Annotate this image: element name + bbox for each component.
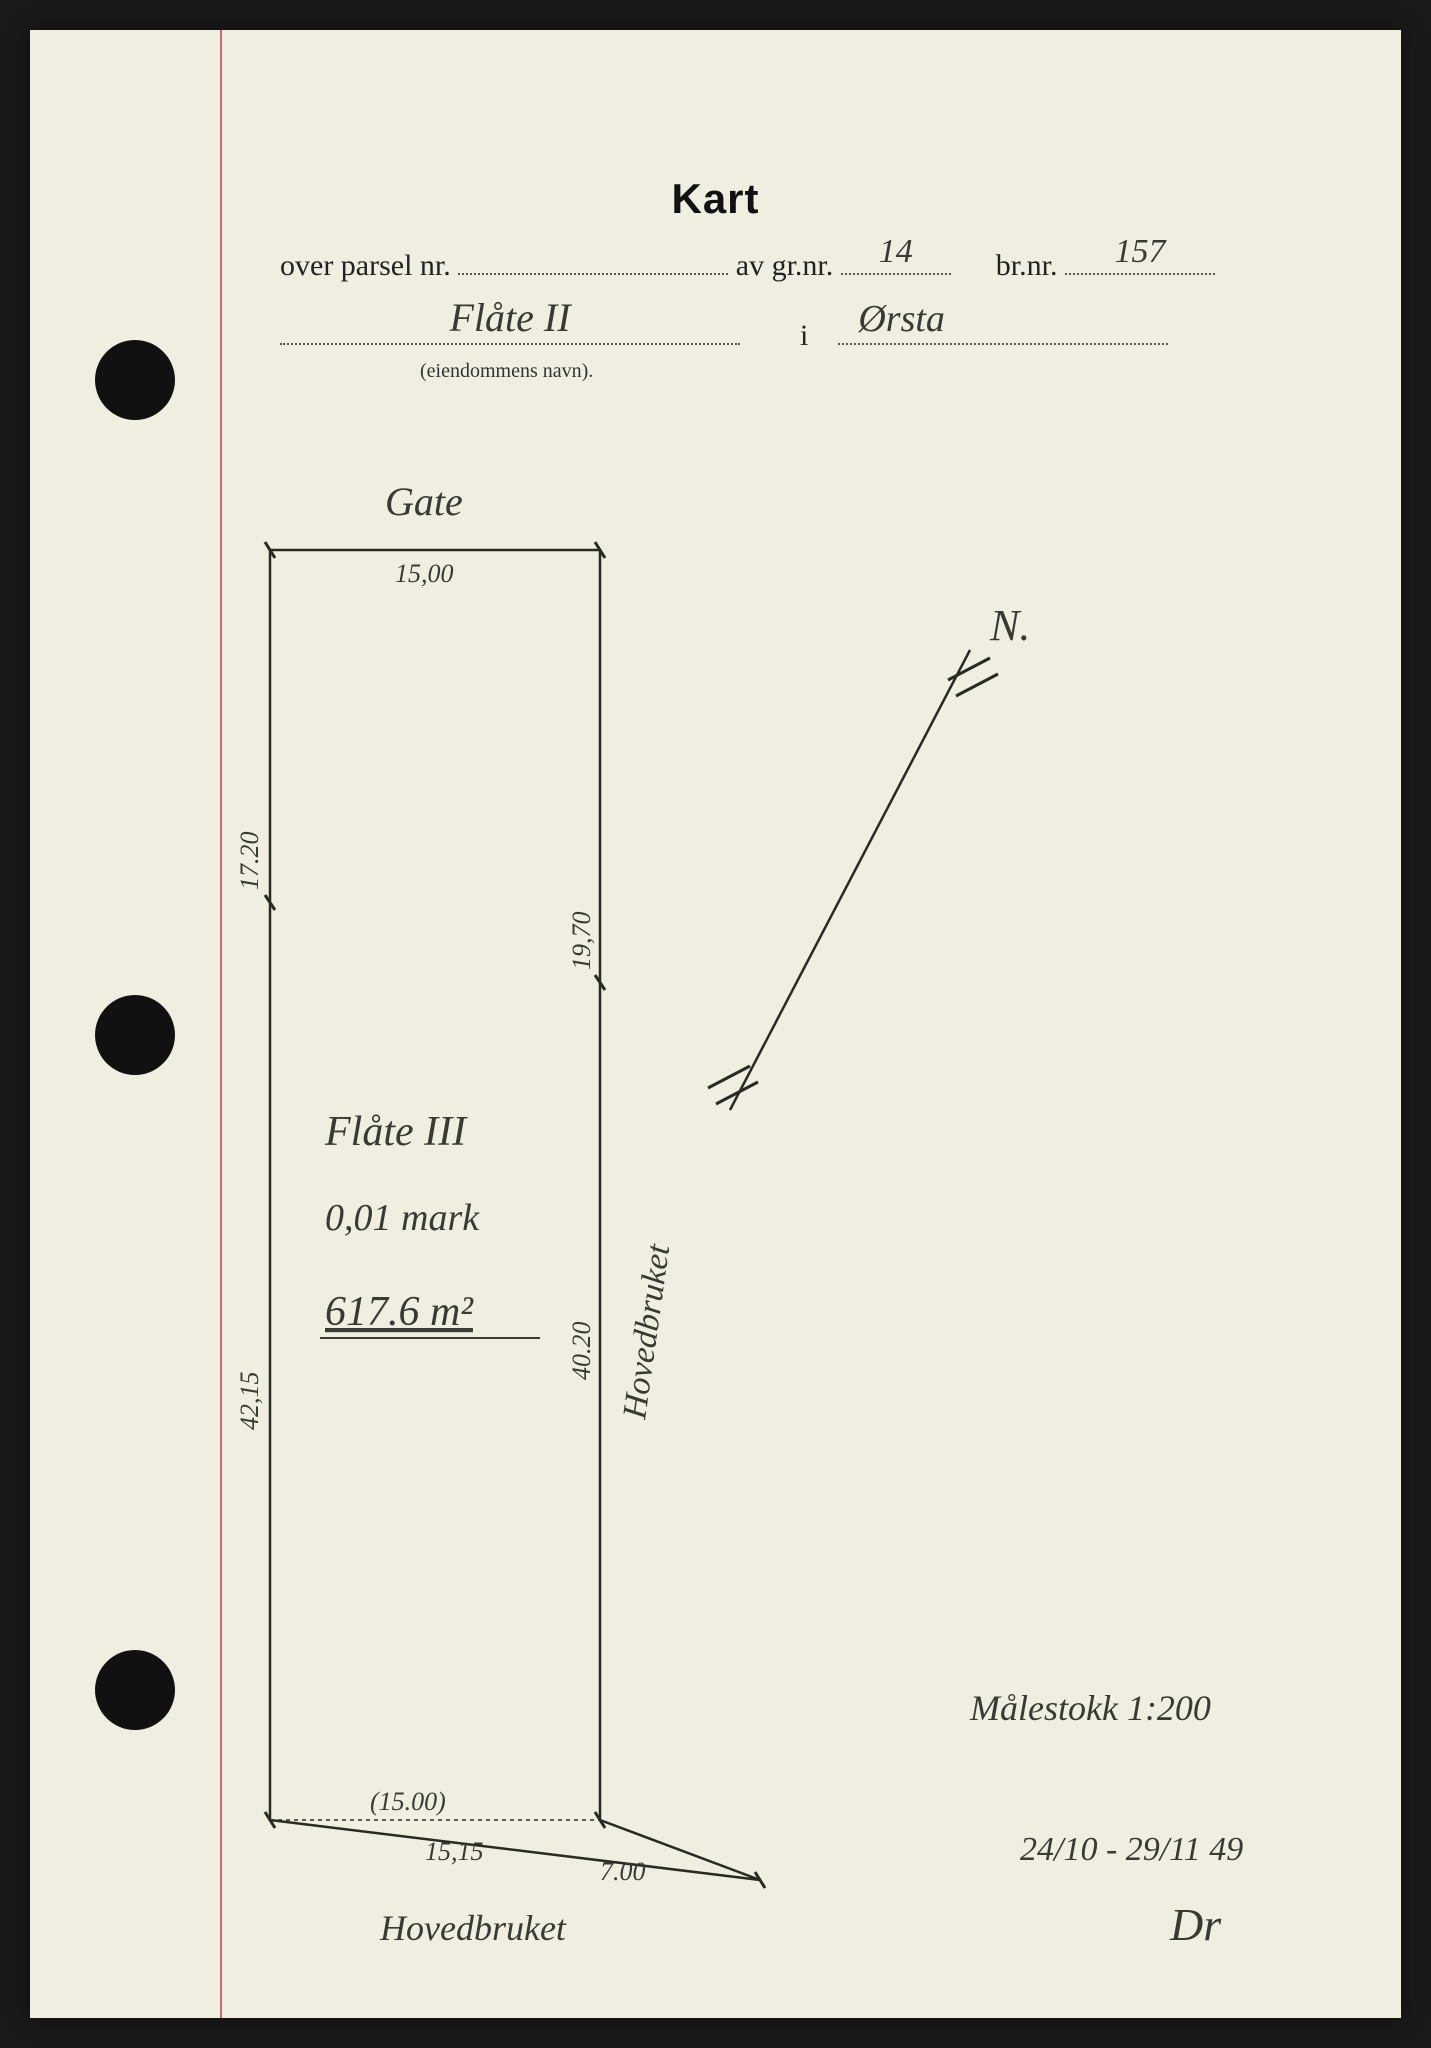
brnr-label: br.nr. [996, 249, 1058, 282]
form-line-2: Flåte II i Ørsta [280, 315, 1168, 353]
page: Kart over parsel nr. av gr.nr. 14 br.nr.… [30, 30, 1401, 2018]
over-parsel-label: over parsel nr. [280, 249, 451, 282]
date-range: 24/10 - 29/11 49 [1020, 1831, 1243, 1868]
parcel-name: Flåte III [324, 1109, 468, 1155]
punch-hole-icon [95, 1650, 175, 1730]
name-field: Flåte II [280, 315, 740, 345]
dim-bottom-paren: (15.00) [370, 1787, 446, 1816]
north-label: N. [989, 601, 1030, 650]
cadastral-map: N. Gate 15,00 17.20 42,15 19,70 40.20 Ør… [230, 470, 1330, 1970]
gate-label: Gate [385, 479, 463, 524]
form-line-1: over parsel nr. av gr.nr. 14 br.nr. 157 [280, 245, 1215, 283]
parcel-area: 617.6 m² [325, 1289, 474, 1335]
parsel-field [458, 245, 728, 275]
right-neighbor: Hovedbruket [616, 1241, 677, 1423]
scale-label: Målestokk 1:200 [969, 1688, 1211, 1728]
dim-bottom-right: 7.00 [600, 1857, 646, 1886]
punch-hole-icon [95, 995, 175, 1075]
north-arrow-icon: N. [708, 601, 1030, 1110]
dim-left-upper: 17.20 [235, 832, 264, 891]
eiendom-sublabel: (eiendommens navn). [420, 360, 593, 383]
dim-top: 15,00 [395, 559, 454, 588]
signature: Dr [1169, 1899, 1222, 1950]
dim-right-upper: 19,70 [567, 912, 596, 971]
page-title: Kart [30, 175, 1401, 223]
dim-right-lower: 40.20 [567, 1322, 596, 1381]
plot-bottom-edges [270, 1820, 760, 1880]
bottom-neighbor: Hovedbruket [379, 1908, 567, 1948]
punch-hole-icon [95, 340, 175, 420]
left-margin-line [220, 30, 222, 2018]
municipality-field: Ørsta [838, 315, 1168, 345]
parcel-mark: 0,01 mark [325, 1197, 480, 1239]
dim-left-lower: 42,15 [235, 1372, 264, 1431]
brnr-field: 157 [1065, 245, 1215, 275]
i-label: i [800, 319, 808, 352]
dim-bottom-mid: 15,15 [425, 1837, 484, 1866]
av-grnr-label: av gr.nr. [736, 249, 834, 282]
grnr-field: 14 [841, 245, 951, 275]
